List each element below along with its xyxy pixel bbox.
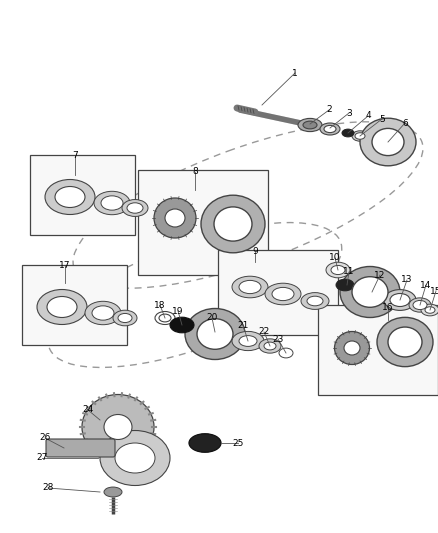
- Ellipse shape: [352, 277, 388, 308]
- Ellipse shape: [377, 317, 433, 367]
- Ellipse shape: [113, 310, 137, 326]
- Text: 14: 14: [420, 280, 432, 289]
- Ellipse shape: [384, 289, 416, 310]
- FancyBboxPatch shape: [138, 170, 268, 275]
- Ellipse shape: [360, 118, 416, 166]
- Text: 13: 13: [401, 276, 413, 285]
- Ellipse shape: [85, 301, 121, 325]
- Ellipse shape: [335, 332, 370, 365]
- Text: 10: 10: [329, 254, 341, 262]
- Ellipse shape: [47, 296, 77, 318]
- Ellipse shape: [189, 434, 221, 453]
- Ellipse shape: [425, 307, 435, 313]
- Ellipse shape: [37, 289, 87, 325]
- Ellipse shape: [320, 123, 340, 135]
- Ellipse shape: [115, 443, 155, 473]
- Text: 4: 4: [365, 111, 371, 120]
- Text: 15: 15: [430, 287, 438, 295]
- Ellipse shape: [279, 348, 293, 358]
- Ellipse shape: [94, 191, 130, 215]
- Ellipse shape: [82, 394, 154, 459]
- Text: 28: 28: [42, 483, 54, 492]
- FancyBboxPatch shape: [22, 265, 127, 345]
- Text: 17: 17: [59, 262, 71, 271]
- Ellipse shape: [340, 266, 400, 318]
- Ellipse shape: [352, 131, 368, 141]
- Text: 18: 18: [154, 301, 166, 310]
- Ellipse shape: [55, 187, 85, 207]
- Text: 21: 21: [237, 320, 249, 329]
- FancyBboxPatch shape: [218, 250, 338, 335]
- Text: 5: 5: [379, 115, 385, 124]
- Text: 20: 20: [206, 313, 218, 322]
- FancyBboxPatch shape: [318, 305, 438, 395]
- Ellipse shape: [197, 319, 233, 349]
- Text: 26: 26: [39, 433, 51, 442]
- Ellipse shape: [239, 280, 261, 294]
- Text: 6: 6: [402, 118, 408, 127]
- Text: 7: 7: [72, 150, 78, 159]
- Ellipse shape: [336, 279, 354, 291]
- Ellipse shape: [122, 199, 148, 216]
- Ellipse shape: [155, 311, 175, 325]
- Text: 1: 1: [292, 69, 298, 77]
- Ellipse shape: [272, 287, 294, 301]
- FancyBboxPatch shape: [46, 439, 115, 457]
- Text: 22: 22: [258, 327, 270, 336]
- Ellipse shape: [118, 313, 132, 322]
- Ellipse shape: [303, 121, 317, 129]
- Ellipse shape: [390, 294, 410, 306]
- Ellipse shape: [372, 128, 404, 156]
- Text: 23: 23: [272, 335, 284, 343]
- Ellipse shape: [413, 301, 427, 310]
- Ellipse shape: [201, 195, 265, 253]
- Ellipse shape: [298, 118, 322, 132]
- Text: 27: 27: [36, 454, 48, 463]
- Text: 9: 9: [252, 247, 258, 256]
- Ellipse shape: [185, 309, 245, 359]
- Text: 2: 2: [326, 106, 332, 115]
- Text: 3: 3: [346, 109, 352, 117]
- Ellipse shape: [165, 209, 185, 227]
- Text: 25: 25: [232, 439, 244, 448]
- Ellipse shape: [409, 298, 431, 312]
- Ellipse shape: [232, 332, 264, 351]
- Ellipse shape: [324, 125, 336, 133]
- Text: 8: 8: [192, 167, 198, 176]
- Ellipse shape: [100, 431, 170, 486]
- Ellipse shape: [388, 327, 422, 357]
- Ellipse shape: [355, 133, 365, 139]
- Text: 19: 19: [172, 306, 184, 316]
- Ellipse shape: [159, 314, 171, 322]
- Ellipse shape: [170, 317, 194, 333]
- Text: 11: 11: [343, 268, 355, 277]
- Ellipse shape: [264, 342, 276, 350]
- Ellipse shape: [301, 293, 329, 309]
- Ellipse shape: [214, 207, 252, 241]
- Ellipse shape: [259, 339, 281, 353]
- Ellipse shape: [307, 296, 323, 306]
- Ellipse shape: [101, 196, 123, 210]
- Ellipse shape: [239, 336, 257, 346]
- FancyBboxPatch shape: [30, 155, 135, 235]
- Ellipse shape: [331, 265, 345, 274]
- Text: 12: 12: [374, 271, 386, 279]
- Ellipse shape: [421, 304, 438, 316]
- Ellipse shape: [342, 129, 354, 137]
- Ellipse shape: [104, 487, 122, 497]
- Ellipse shape: [344, 341, 360, 355]
- Ellipse shape: [326, 262, 350, 278]
- Ellipse shape: [154, 198, 196, 238]
- Ellipse shape: [92, 306, 114, 320]
- Ellipse shape: [127, 203, 143, 213]
- Text: 16: 16: [382, 303, 394, 312]
- Ellipse shape: [104, 415, 132, 440]
- Text: 24: 24: [82, 406, 94, 415]
- Ellipse shape: [232, 276, 268, 298]
- Ellipse shape: [265, 283, 301, 305]
- Ellipse shape: [45, 180, 95, 214]
